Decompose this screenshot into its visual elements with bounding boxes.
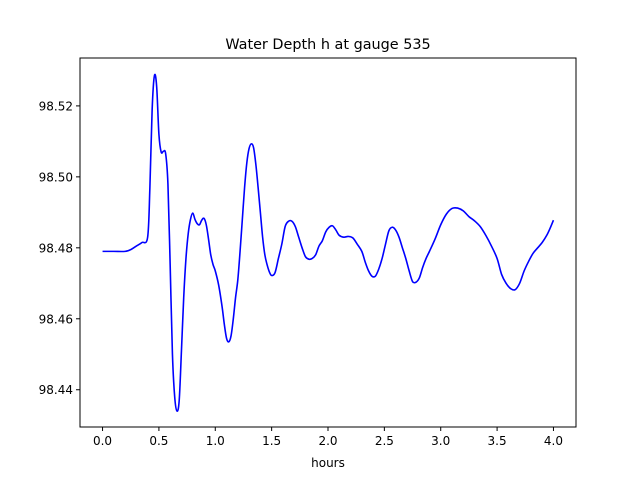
x-tick-label: 1.0 <box>206 434 225 448</box>
x-tick-label: 0.5 <box>149 434 168 448</box>
series-line-0 <box>102 73 555 412</box>
y-tick-label: 98.46 <box>39 312 73 326</box>
x-tick-label: 0.0 <box>93 434 112 448</box>
y-tick-label: 98.50 <box>39 170 73 184</box>
x-tick-label: 2.5 <box>375 434 394 448</box>
x-axis-label: hours <box>311 456 345 470</box>
x-tick-label: 3.5 <box>488 434 507 448</box>
y-tick-label: 98.48 <box>39 241 73 255</box>
y-axis: 98.44 98.46 98.48 98.50 98.52 <box>39 99 80 397</box>
x-tick-label: 4.0 <box>544 434 563 448</box>
x-tick-label: 2.0 <box>318 434 337 448</box>
axes-frame <box>79 57 577 428</box>
x-tick-label: 1.5 <box>262 434 281 448</box>
y-tick-label: 98.52 <box>39 99 73 113</box>
y-tick-label: 98.44 <box>39 383 73 397</box>
plot-area <box>102 73 555 412</box>
chart-title: Water Depth h at gauge 535 <box>225 37 430 53</box>
x-axis: 0.0 0.5 1.0 1.5 2.0 2.5 3.0 3.5 4.0 <box>93 427 563 448</box>
x-tick-label: 3.0 <box>431 434 450 448</box>
